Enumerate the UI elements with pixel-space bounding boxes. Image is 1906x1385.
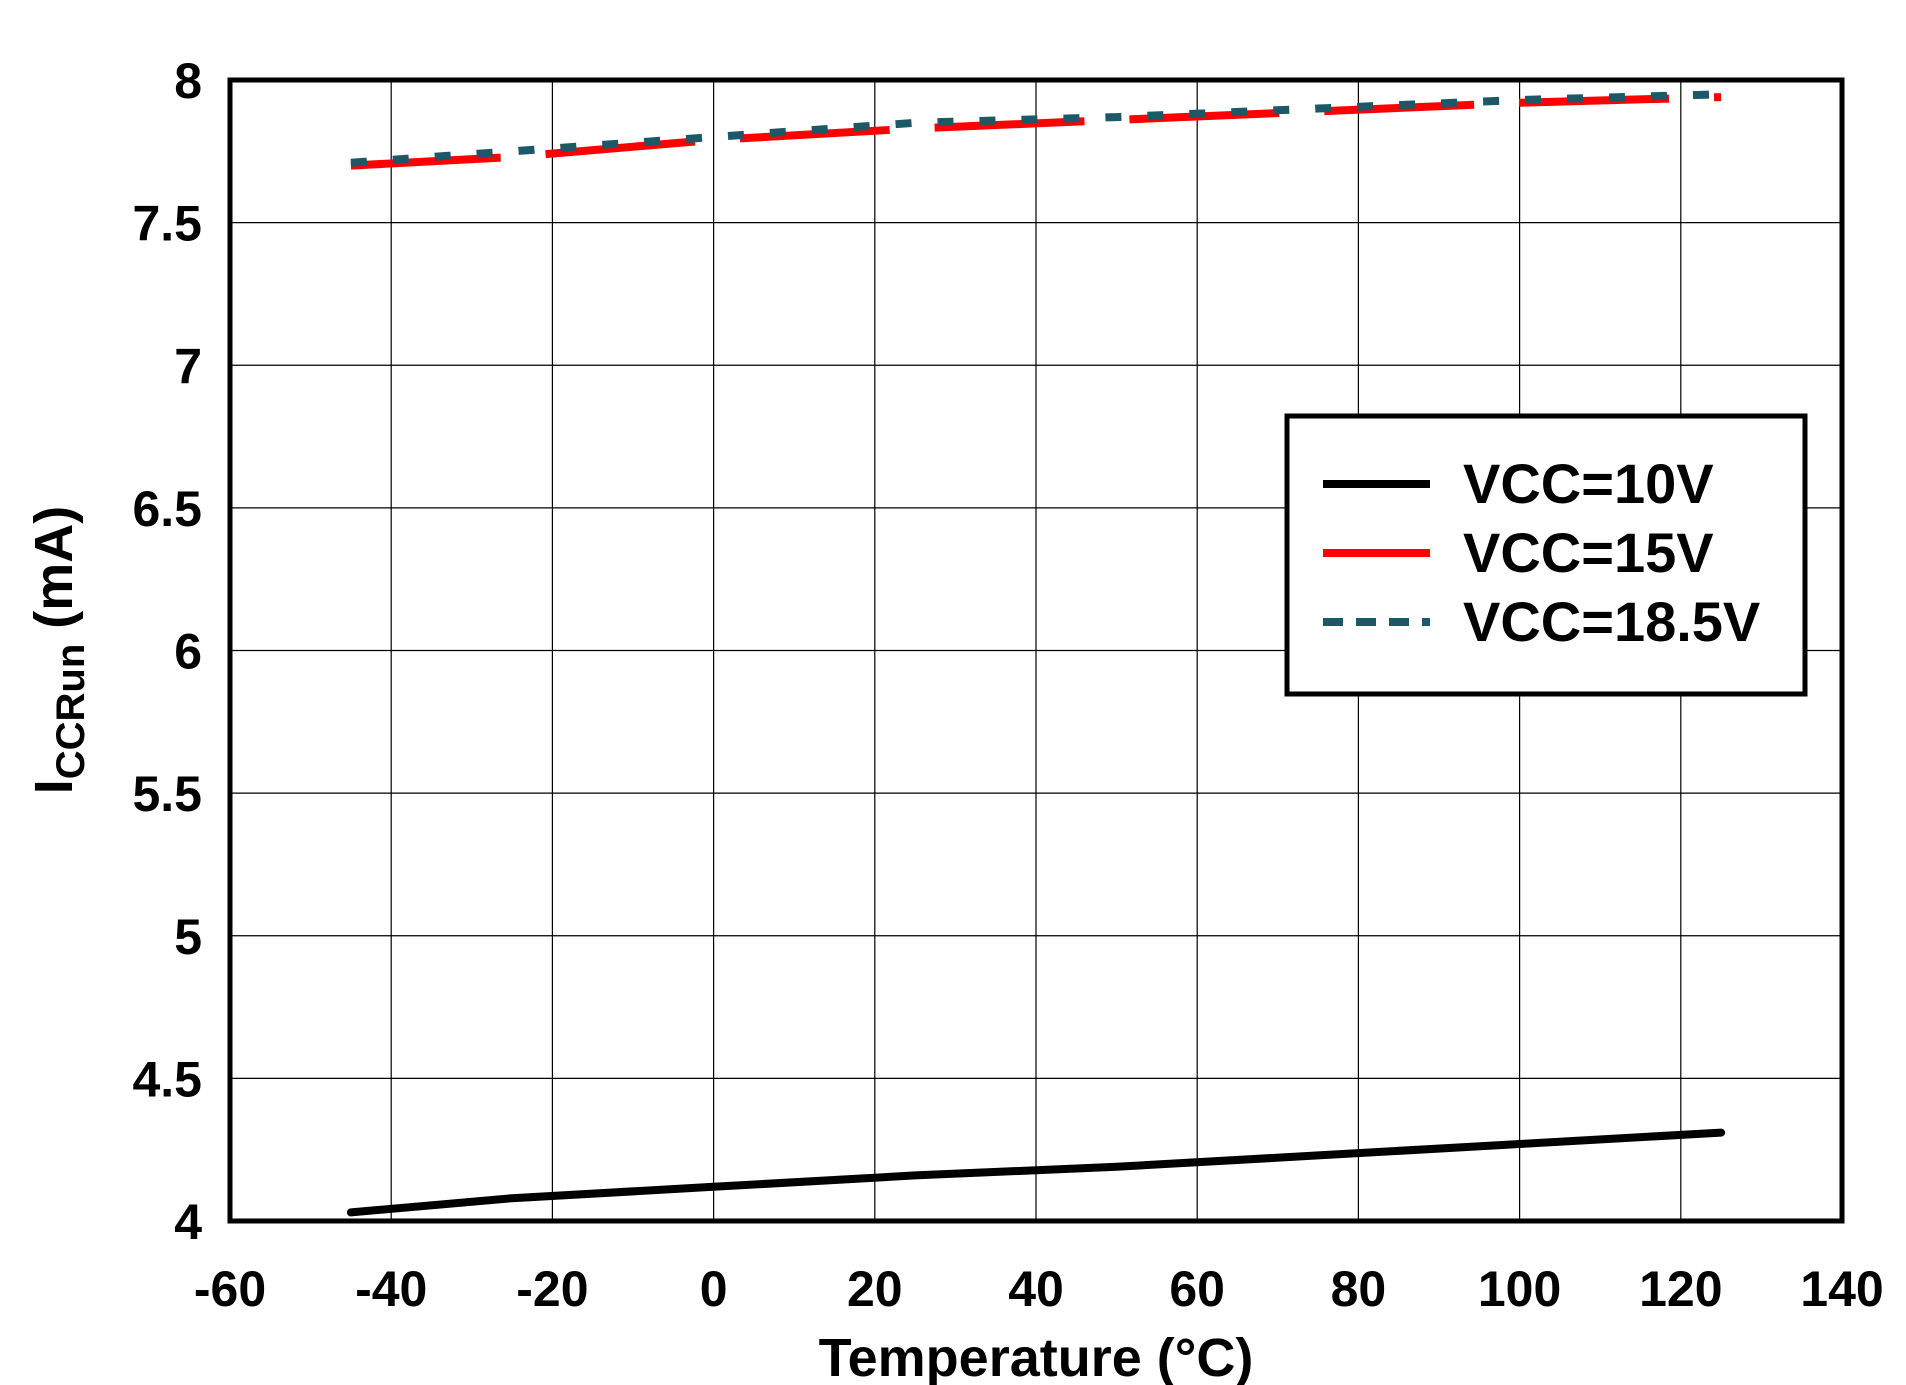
- y-tick-labels: 4 4.5 5 5.5 6 6.5 7 7.5 8: [132, 53, 202, 1250]
- x-tick-labels: -60 -40 -20 0 20 40 60 80 100 120 140: [194, 1261, 1884, 1317]
- x-axis-title: Temperature (°C): [819, 1328, 1254, 1385]
- gridlines: [230, 80, 1842, 1221]
- legend: VCC=10V VCC=15V VCC=18.5V: [1284, 413, 1808, 697]
- x-tick-label: 0: [700, 1261, 728, 1317]
- series-layer: [346, 90, 1726, 1217]
- y-axis-title: ICCRun (mA): [24, 506, 93, 795]
- x-tick-label: -60: [194, 1261, 266, 1317]
- x-tick-label: 60: [1169, 1261, 1225, 1317]
- legend-label-vcc18-5: VCC=18.5V: [1463, 590, 1760, 653]
- legend-label-vcc15: VCC=15V: [1463, 521, 1714, 584]
- x-tick-label: 100: [1478, 1261, 1561, 1317]
- y-tick-label: 6.5: [132, 481, 202, 537]
- legend-label-vcc10: VCC=10V: [1463, 452, 1714, 515]
- x-tick-label: 20: [847, 1261, 903, 1317]
- y-tick-label: 4.5: [132, 1051, 202, 1107]
- y-tick-label: 4: [174, 1194, 202, 1250]
- y-tick-label: 8: [174, 53, 202, 109]
- x-tick-label: 140: [1800, 1261, 1883, 1317]
- y-tick-label: 7: [174, 338, 202, 394]
- series-line-2: [350, 90, 1722, 167]
- y-tick-label: 6: [174, 624, 202, 680]
- y-tick-label: 7.5: [132, 196, 202, 252]
- y-axis-title-unit: (mA): [24, 506, 84, 644]
- series-line-1: [350, 93, 1722, 170]
- y-tick-label: 5: [174, 909, 202, 965]
- x-tick-label: -20: [516, 1261, 588, 1317]
- y-axis-title-main: I: [24, 779, 84, 794]
- x-tick-label: 120: [1639, 1261, 1722, 1317]
- y-tick-label: 5.5: [132, 766, 202, 822]
- series-line-0: [346, 1128, 1726, 1217]
- x-tick-label: 40: [1008, 1261, 1064, 1317]
- x-tick-label: -40: [355, 1261, 427, 1317]
- plot-frame: [227, 77, 1845, 1224]
- y-axis-title-subscript: CCRun: [49, 644, 93, 780]
- x-tick-label: 80: [1331, 1261, 1387, 1317]
